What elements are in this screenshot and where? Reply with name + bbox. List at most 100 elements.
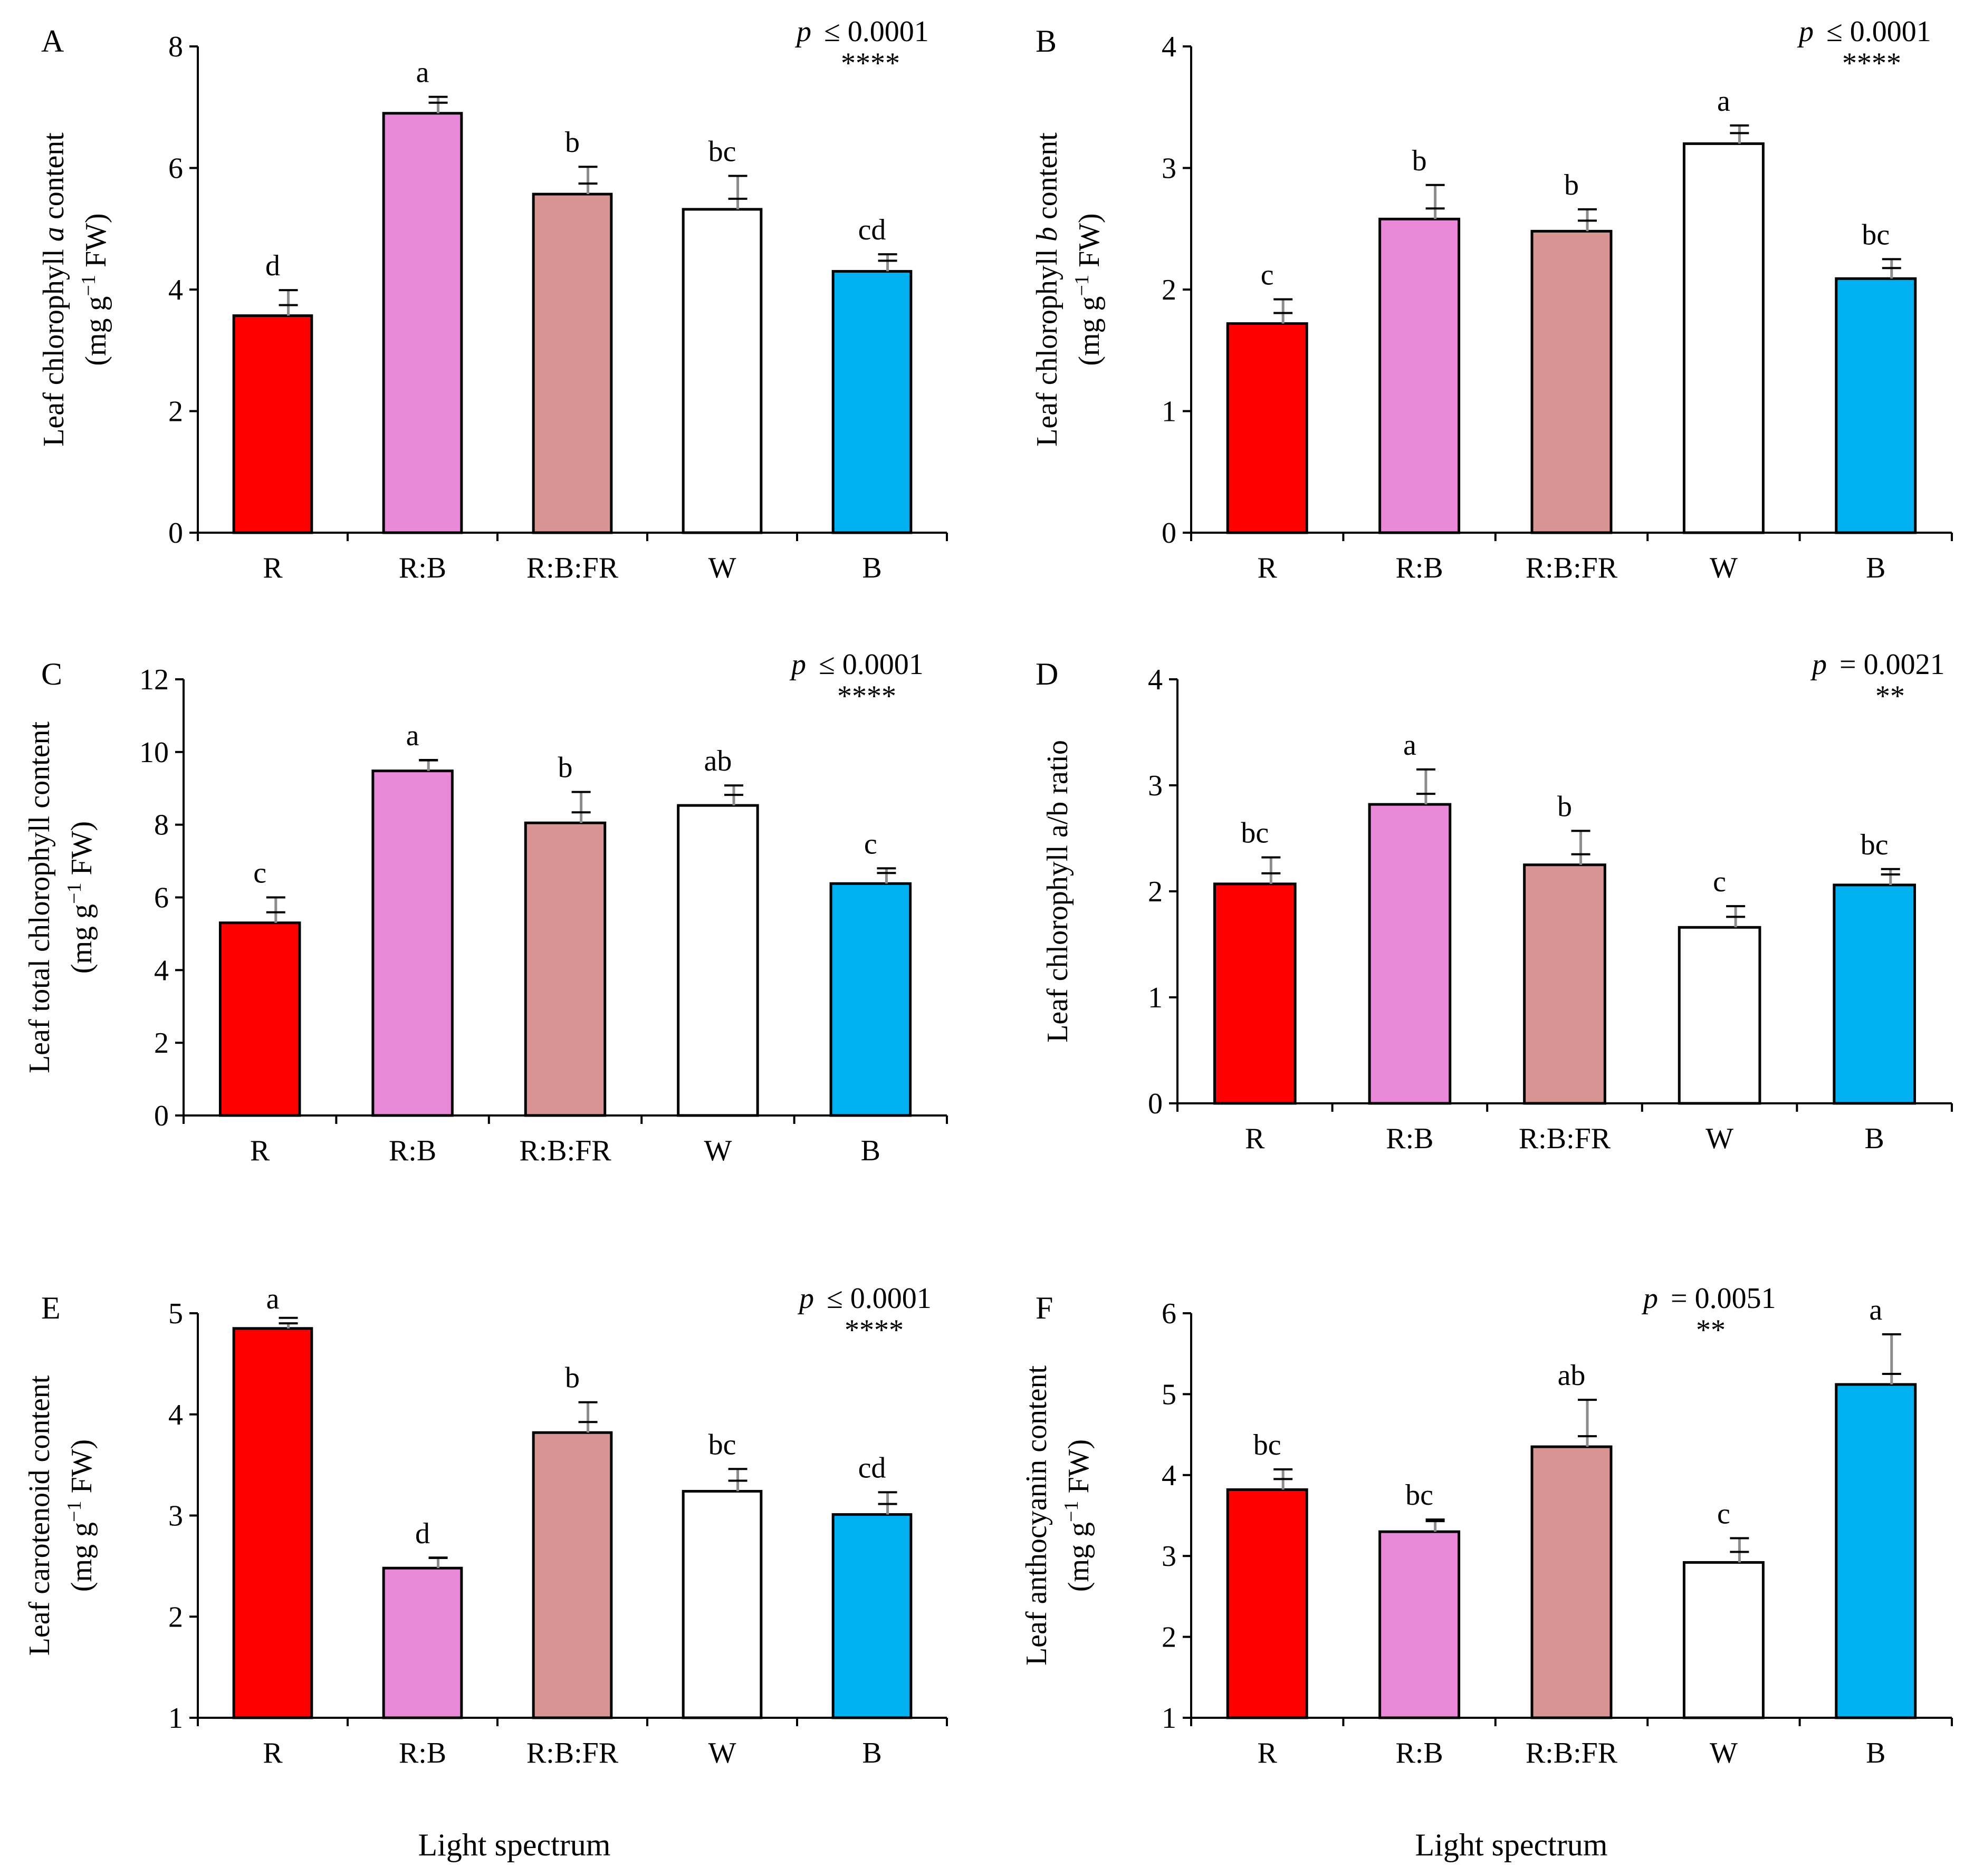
bar-r: [232, 1327, 313, 1719]
significance-letter: cd: [858, 214, 886, 246]
bar-w: [682, 208, 763, 534]
x-tick-label: R:B:FR: [1519, 1122, 1611, 1155]
significance-letter: a: [416, 56, 429, 89]
y-tick-label: 1: [168, 1702, 183, 1735]
p-value-text: = 0.0051: [1671, 1282, 1776, 1315]
significance-letter: bc: [1241, 817, 1269, 850]
significance-letter: bc: [1862, 218, 1890, 251]
bar-b: [829, 882, 912, 1117]
p-value-text: = 0.0021: [1839, 648, 1945, 681]
bar-b: [831, 270, 913, 534]
significance-stars: ****: [841, 47, 900, 80]
x-tick-label: R:B: [1395, 552, 1443, 584]
bar-r-b-fr: [1530, 1445, 1613, 1719]
p-value-symbol: p: [797, 1282, 814, 1315]
bar-b: [1835, 1383, 1917, 1719]
y-tick-label: 3: [168, 1500, 183, 1533]
y-tick-label: 2: [154, 1027, 169, 1060]
y-axis-unit-text: (mg g: [65, 904, 98, 974]
y-tick-label: 10: [139, 736, 169, 769]
panel-letter: F: [1036, 1291, 1053, 1325]
y-axis-unit-text: FW): [1062, 1439, 1095, 1501]
y-axis-unit-text: (mg g: [1062, 1522, 1095, 1592]
y-axis-unit-text: (mg g: [80, 296, 112, 365]
x-tick-label: R:B:FR: [1526, 552, 1618, 584]
y-tick-label: 5: [168, 1297, 183, 1330]
x-tick-label: B: [1865, 1122, 1884, 1155]
p-value-symbol: p: [1810, 648, 1827, 681]
panel-letter: A: [41, 24, 64, 59]
panel-a: A 0 2 4 6 8 d Ra R:B b R:B:FR bc Wcd Bp ≤ 0.0001**** Le…: [37, 15, 948, 584]
x-tick-label: W: [1705, 1122, 1733, 1155]
x-tick-label: R: [1258, 552, 1278, 584]
y-tick-label: 3: [1162, 1540, 1176, 1573]
x-tick-label: R:B:FR: [1526, 1737, 1618, 1769]
x-tick-label: B: [862, 1737, 881, 1769]
p-value-symbol: p: [1641, 1282, 1658, 1315]
p-value: p = 0.0021: [1810, 648, 1945, 681]
bar-r-b-fr: [532, 193, 613, 534]
significance-letter: b: [565, 1362, 580, 1394]
y-tick-label: 4: [1148, 663, 1163, 696]
p-value-text: ≤ 0.0001: [827, 1282, 932, 1315]
y-axis-unit-text: FW): [65, 1439, 98, 1501]
x-tick-label: R:B: [389, 1134, 436, 1167]
y-tick-label: 4: [168, 1399, 183, 1431]
significance-letter: bc: [708, 1428, 736, 1461]
bar-r-b: [1378, 217, 1461, 534]
y-axis-unit-superscript: −1: [63, 883, 85, 904]
x-tick-label: B: [861, 1134, 880, 1167]
x-tick-label: R:B: [1395, 1737, 1443, 1769]
bar-r-b-fr: [1523, 863, 1606, 1105]
bar-r-b-fr: [532, 1431, 613, 1719]
y-tick-label: 1: [1148, 982, 1163, 1014]
y-axis-unit-label: (mg g−1 FW): [1071, 213, 1106, 365]
significance-letter: a: [1717, 85, 1730, 118]
x-axis-label-left: Light spectrum: [418, 1827, 611, 1862]
y-axis-label: Leaf carotenoid content: [23, 1375, 56, 1656]
y-tick-label: 2: [168, 396, 183, 428]
panel-b: B 0 1 2 3 4 c Rb R:B b R:B:FR a Wbc Bp ≤ 0.0001**** Lea…: [1031, 15, 1953, 584]
y-tick-label: 8: [154, 809, 169, 842]
y-axis-unit-superscript: −1: [78, 275, 100, 296]
y-axis-label-italic: a: [37, 227, 70, 242]
significance-stars: **: [1875, 680, 1905, 713]
significance-letter: c: [1713, 865, 1726, 898]
p-value: p ≤ 0.0001: [797, 1282, 932, 1315]
y-axis-unit-text: (mg g: [1073, 296, 1106, 365]
significance-letter: ab: [704, 745, 732, 777]
panel-e: E 1 2 3 4 5 a Rd R:B b R:B:FR bc Wcd Bp ≤ 0.0001**** Le…: [23, 1282, 948, 1769]
y-axis-label-text: Leaf anthocyanin content: [1020, 1365, 1053, 1666]
bar-r-b-fr: [524, 821, 607, 1117]
significance-letter: cd: [858, 1451, 886, 1484]
x-tick-label: B: [1866, 1737, 1885, 1769]
x-tick-label: R: [1258, 1737, 1278, 1769]
x-tick-label: R:B: [399, 552, 446, 584]
y-axis-label: Leaf chlorophyll a content: [37, 132, 70, 447]
bar-b: [1835, 277, 1917, 534]
significance-stars: ****: [837, 680, 896, 713]
y-axis-label: Leaf chlorophyll a/b ratio: [1041, 740, 1074, 1043]
x-tick-label: R:B: [1386, 1122, 1433, 1155]
y-axis-label-text: Leaf carotenoid content: [23, 1375, 56, 1656]
significance-letter: a: [1403, 729, 1416, 762]
bar-r-b: [1368, 803, 1452, 1105]
y-tick-label: 4: [168, 274, 183, 306]
bar-w: [1678, 926, 1761, 1105]
significance-letter: b: [1557, 790, 1572, 823]
x-tick-label: W: [1710, 1737, 1738, 1769]
significance-letter: bc: [1253, 1429, 1281, 1461]
y-axis-unit-text: (mg g: [65, 1522, 98, 1592]
p-value: p ≤ 0.0001: [1797, 15, 1931, 48]
x-tick-label: W: [708, 552, 736, 584]
panel-d: D 0 1 2 3 4 bc Ra R:B b R:B:FR c Wbc Bp = 0.0021** Leaf…: [1036, 648, 1953, 1155]
y-tick-label: 2: [168, 1601, 183, 1633]
y-tick-label: 2: [1148, 876, 1163, 908]
bar-r: [1226, 322, 1308, 534]
significance-letter: b: [1564, 169, 1579, 201]
significance-letter: a: [406, 719, 419, 752]
significance-letter: bc: [708, 135, 736, 168]
x-tick-label: W: [1710, 552, 1738, 584]
